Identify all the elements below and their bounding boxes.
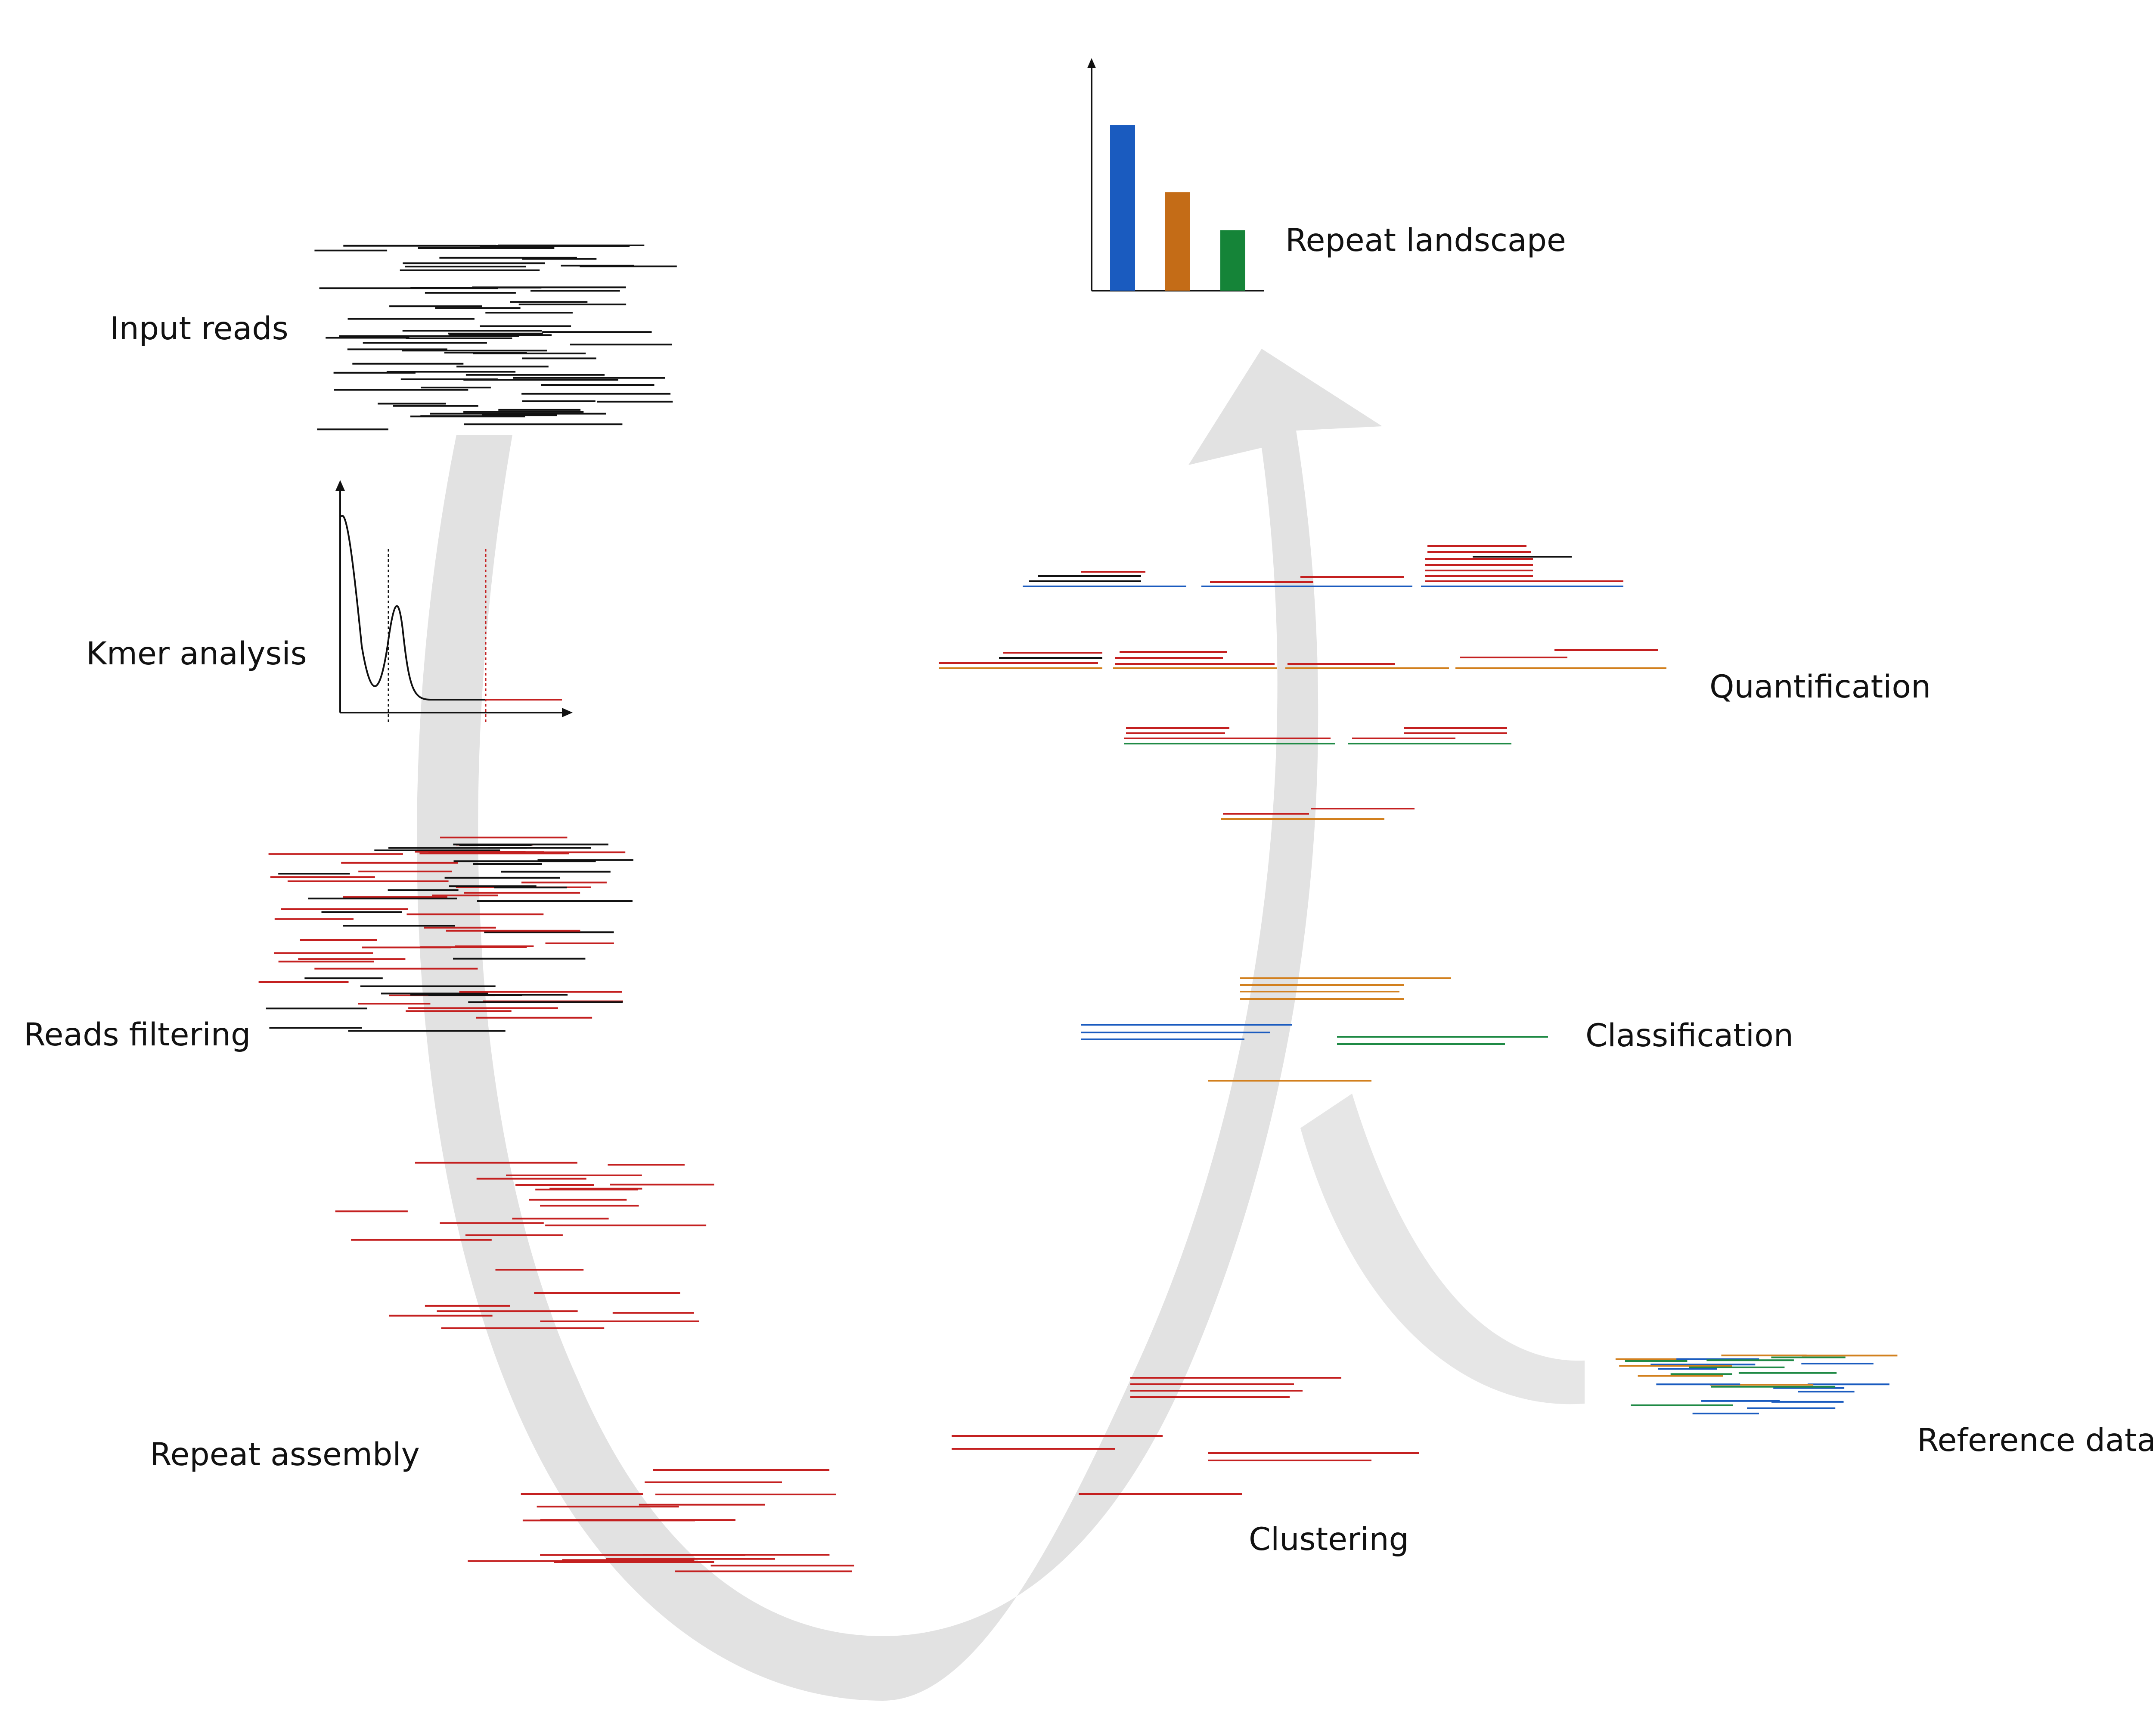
- kmer-distribution-curve: [340, 515, 487, 701]
- kmer-plot: [335, 480, 573, 723]
- flow-arrow-main: [417, 349, 1382, 1701]
- label-reads-filtering: Reads filtering: [24, 1017, 251, 1053]
- repeat-assembly-lines: [335, 1162, 854, 1572]
- reads-filtering-lines: [258, 837, 633, 1032]
- reference-database-lines: [1615, 1355, 1898, 1414]
- label-reference-database: Reference database: [1917, 1422, 2153, 1459]
- clustering-lines: [952, 1377, 1419, 1495]
- label-repeat-assembly: Repeat assembly: [150, 1436, 420, 1473]
- landscape-bar-1: [1110, 125, 1135, 291]
- label-input-reads: Input reads: [110, 310, 289, 347]
- quantification-lines: [939, 545, 1666, 820]
- label-clustering: Clustering: [1249, 1521, 1409, 1558]
- landscape-bar-3: [1220, 230, 1245, 291]
- label-kmer-analysis: Kmer analysis: [86, 636, 307, 672]
- flow-arrow-reference-branch: [1300, 1094, 1585, 1404]
- repeat-landscape-chart: [1087, 58, 1264, 291]
- landscape-bar-2: [1165, 192, 1190, 291]
- classification-lines: [1081, 977, 1548, 1082]
- label-repeat-landscape: Repeat landscape: [1285, 222, 1566, 259]
- input-reads-lines: [314, 245, 677, 431]
- kmer-plot-y-arrowhead: [335, 480, 345, 491]
- label-quantification: Quantification: [1709, 669, 1931, 705]
- landscape-y-arrowhead: [1087, 58, 1096, 68]
- kmer-plot-x-arrowhead: [562, 708, 573, 717]
- label-classification: Classification: [1585, 1017, 1793, 1054]
